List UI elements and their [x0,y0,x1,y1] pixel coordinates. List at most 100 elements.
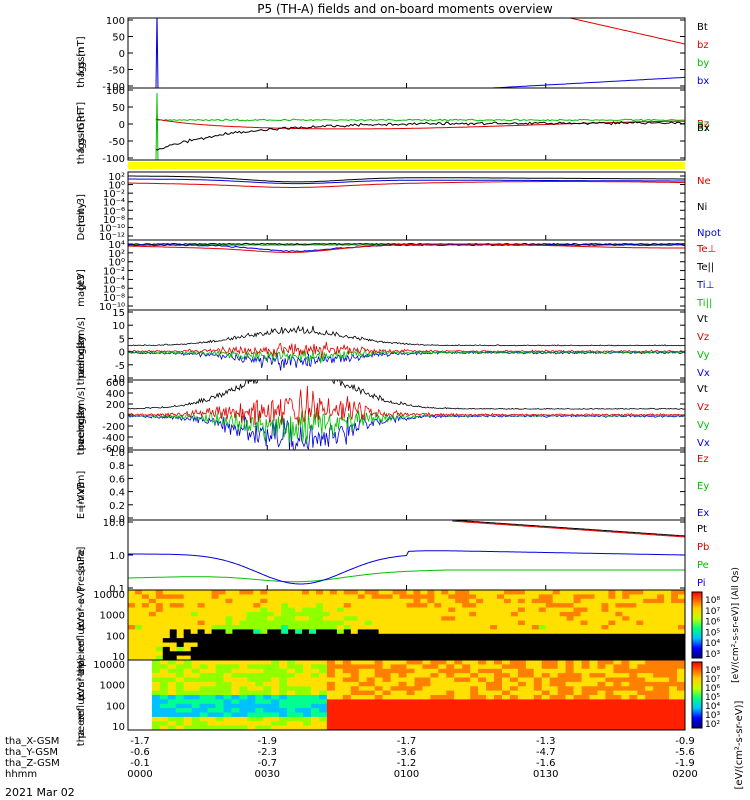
x-tick-label: 0030 [255,769,280,780]
legend-entry: bx [697,76,709,87]
legend-entry: Ti⊥ [696,280,714,291]
y-tick-label: 0.0 [109,514,125,525]
series-vx [128,414,685,450]
panel-efield: E=-VxB[mV/m] 1.0 0.8 0.6 0.4 0.2 0.0 Ez Ey Ex [76,448,709,525]
legend-entry: Vz [697,332,709,343]
legend-entry: Pt [697,524,707,535]
y-tick-label: 10² [108,249,125,260]
figure-title: P5 (TH-A) fields and on-board moments ov… [257,2,553,16]
panels: thafgsgsm[nT]100500-50-100Btbzbybxthafgs… [76,16,745,789]
y-tick-label: 10⁻² [103,267,125,278]
y-tick-label: -10 [109,374,125,385]
y-tick-label: 0.2 [109,501,125,512]
y-tick-label: -200 [102,422,125,433]
ephemeris-value: -1.3 [536,736,556,747]
series-ni [128,175,685,183]
colorbar-tick-label: 10⁴ [705,702,720,712]
series-ne [128,181,685,188]
y-tick-label: 1000 [100,611,125,622]
y-tick-label: -100 [102,154,125,165]
ephemeris-value: -1.6 [536,758,556,769]
y-tick-label: 5 [119,334,125,345]
x-tick-label: 0100 [394,769,419,780]
y-axis-label: Density[cm-3] [76,194,87,241]
legend-entry: by [697,58,709,69]
panel-frame [127,239,686,311]
legend-entry: Vt [697,384,708,395]
legend-entry: Vt [697,314,708,325]
y-tick-label: -100 [102,82,125,93]
series-ti-perp [128,243,685,253]
legend-entry: Ne [697,176,711,187]
y-tick-label: 50 [112,103,125,114]
legend-entry: Pi [697,578,706,589]
y-tick-label: 200 [106,400,125,411]
series-vz [128,385,685,426]
legend-entry: Vz [697,402,709,413]
y-tick-label: 10 [112,652,125,663]
ephemeris-value: -4.7 [536,747,556,758]
ephemeris-value: -5.6 [675,747,695,758]
y-tick-label: 10² [108,172,125,183]
legend-entry: Ti|| [696,298,712,309]
ephemeris-value: -3.6 [397,747,417,758]
y-tick-label: -50 [109,137,125,148]
series-pe [128,569,685,583]
colorbar-label: [eV/(cm²-s-sr-eV)] (All Qs) [731,567,741,683]
colorbar-tick-label: 10³ [705,711,720,721]
spectrogram [128,660,685,730]
series-by [155,118,685,122]
colorbar [691,661,703,729]
y-tick-label: 100 [106,631,125,642]
panel-vele: thapeemvelocitygsm[km/s] 6004002000-200-4… [76,378,710,455]
x-tick-label: 0130 [533,769,558,780]
y-tick-label: 50 [112,33,125,44]
y-tick-label: -5 [115,361,125,372]
panel-frame [127,449,686,521]
series-bx-spike [155,18,159,88]
series-vt [128,325,685,347]
x-tick-label: 0200 [672,769,697,780]
y-tick-label: 0.8 [109,461,125,472]
series-pi [128,550,685,585]
y-tick-label: 10000 [93,660,125,671]
series-vx [128,350,685,371]
legend-entry: Ey [697,481,709,492]
panel-frame [127,87,686,161]
ephemeris-value: -0.6 [130,747,150,758]
panel-ele_spec: thapeerenefluxeV(cm²-s-sr-eV) 10000 1000 10… [76,657,720,746]
legend-entry: Bt [697,22,708,33]
time-axis: tha_X-GSM -1.7 -1.9 -1.7 -1.3 -0.9 tha_Y-GSM -0… [5,736,698,780]
colorbar-tick-label: 10⁸ [705,596,720,606]
legend-entry: Ni [697,202,707,213]
colorbar-tick-label: 10⁶ [705,618,720,628]
y-tick-label: 10 [112,722,125,733]
y-axis-label: thapeimvelocitygsm[km/s] [76,317,87,385]
y-tick-label: 600 [106,378,125,389]
legend-entry: Te⊥ [696,244,716,255]
y-tick-label: 10⁻¹⁰ [99,302,125,313]
y-axis-label: Pressure[nPa] [76,546,87,591]
y-tick-label: 10.0 [103,518,125,529]
y-tick-label: -50 [109,66,125,77]
colorbar [691,591,703,659]
ephemeris-value: -1.2 [397,758,417,769]
y-tick-label: 1.0 [109,551,125,562]
y-tick-label: 10⁻¹² [99,232,125,243]
legend-entry: Pe [697,560,709,571]
series-pb [452,520,685,538]
y-axis-label: E=-VxB[mV/m] [76,471,87,520]
y-tick-label: 0 [119,348,125,359]
series-bx [155,120,685,151]
y-tick-label: 10000 [93,590,125,601]
y-tick-label: 0.1 [109,584,125,595]
panel-ion_spec: thapeirenefluxeV(cm²-s-sr-eV) 10000 1000 10… [76,567,741,683]
y-tick-label: 100 [106,86,125,97]
panel-pressure: Pressure[nPa] 10.0 1.0 0.1 Pt Pb Pe Pi [76,518,709,595]
series-pt [452,520,685,537]
y-tick-label: 10⁻⁶ [103,284,125,295]
ephemeris-value: -1.9 [257,736,277,747]
legend-entry: Bz [697,119,709,130]
legend-entry: Pb [697,542,709,553]
date-label: 2021 Mar 02 [5,786,75,799]
